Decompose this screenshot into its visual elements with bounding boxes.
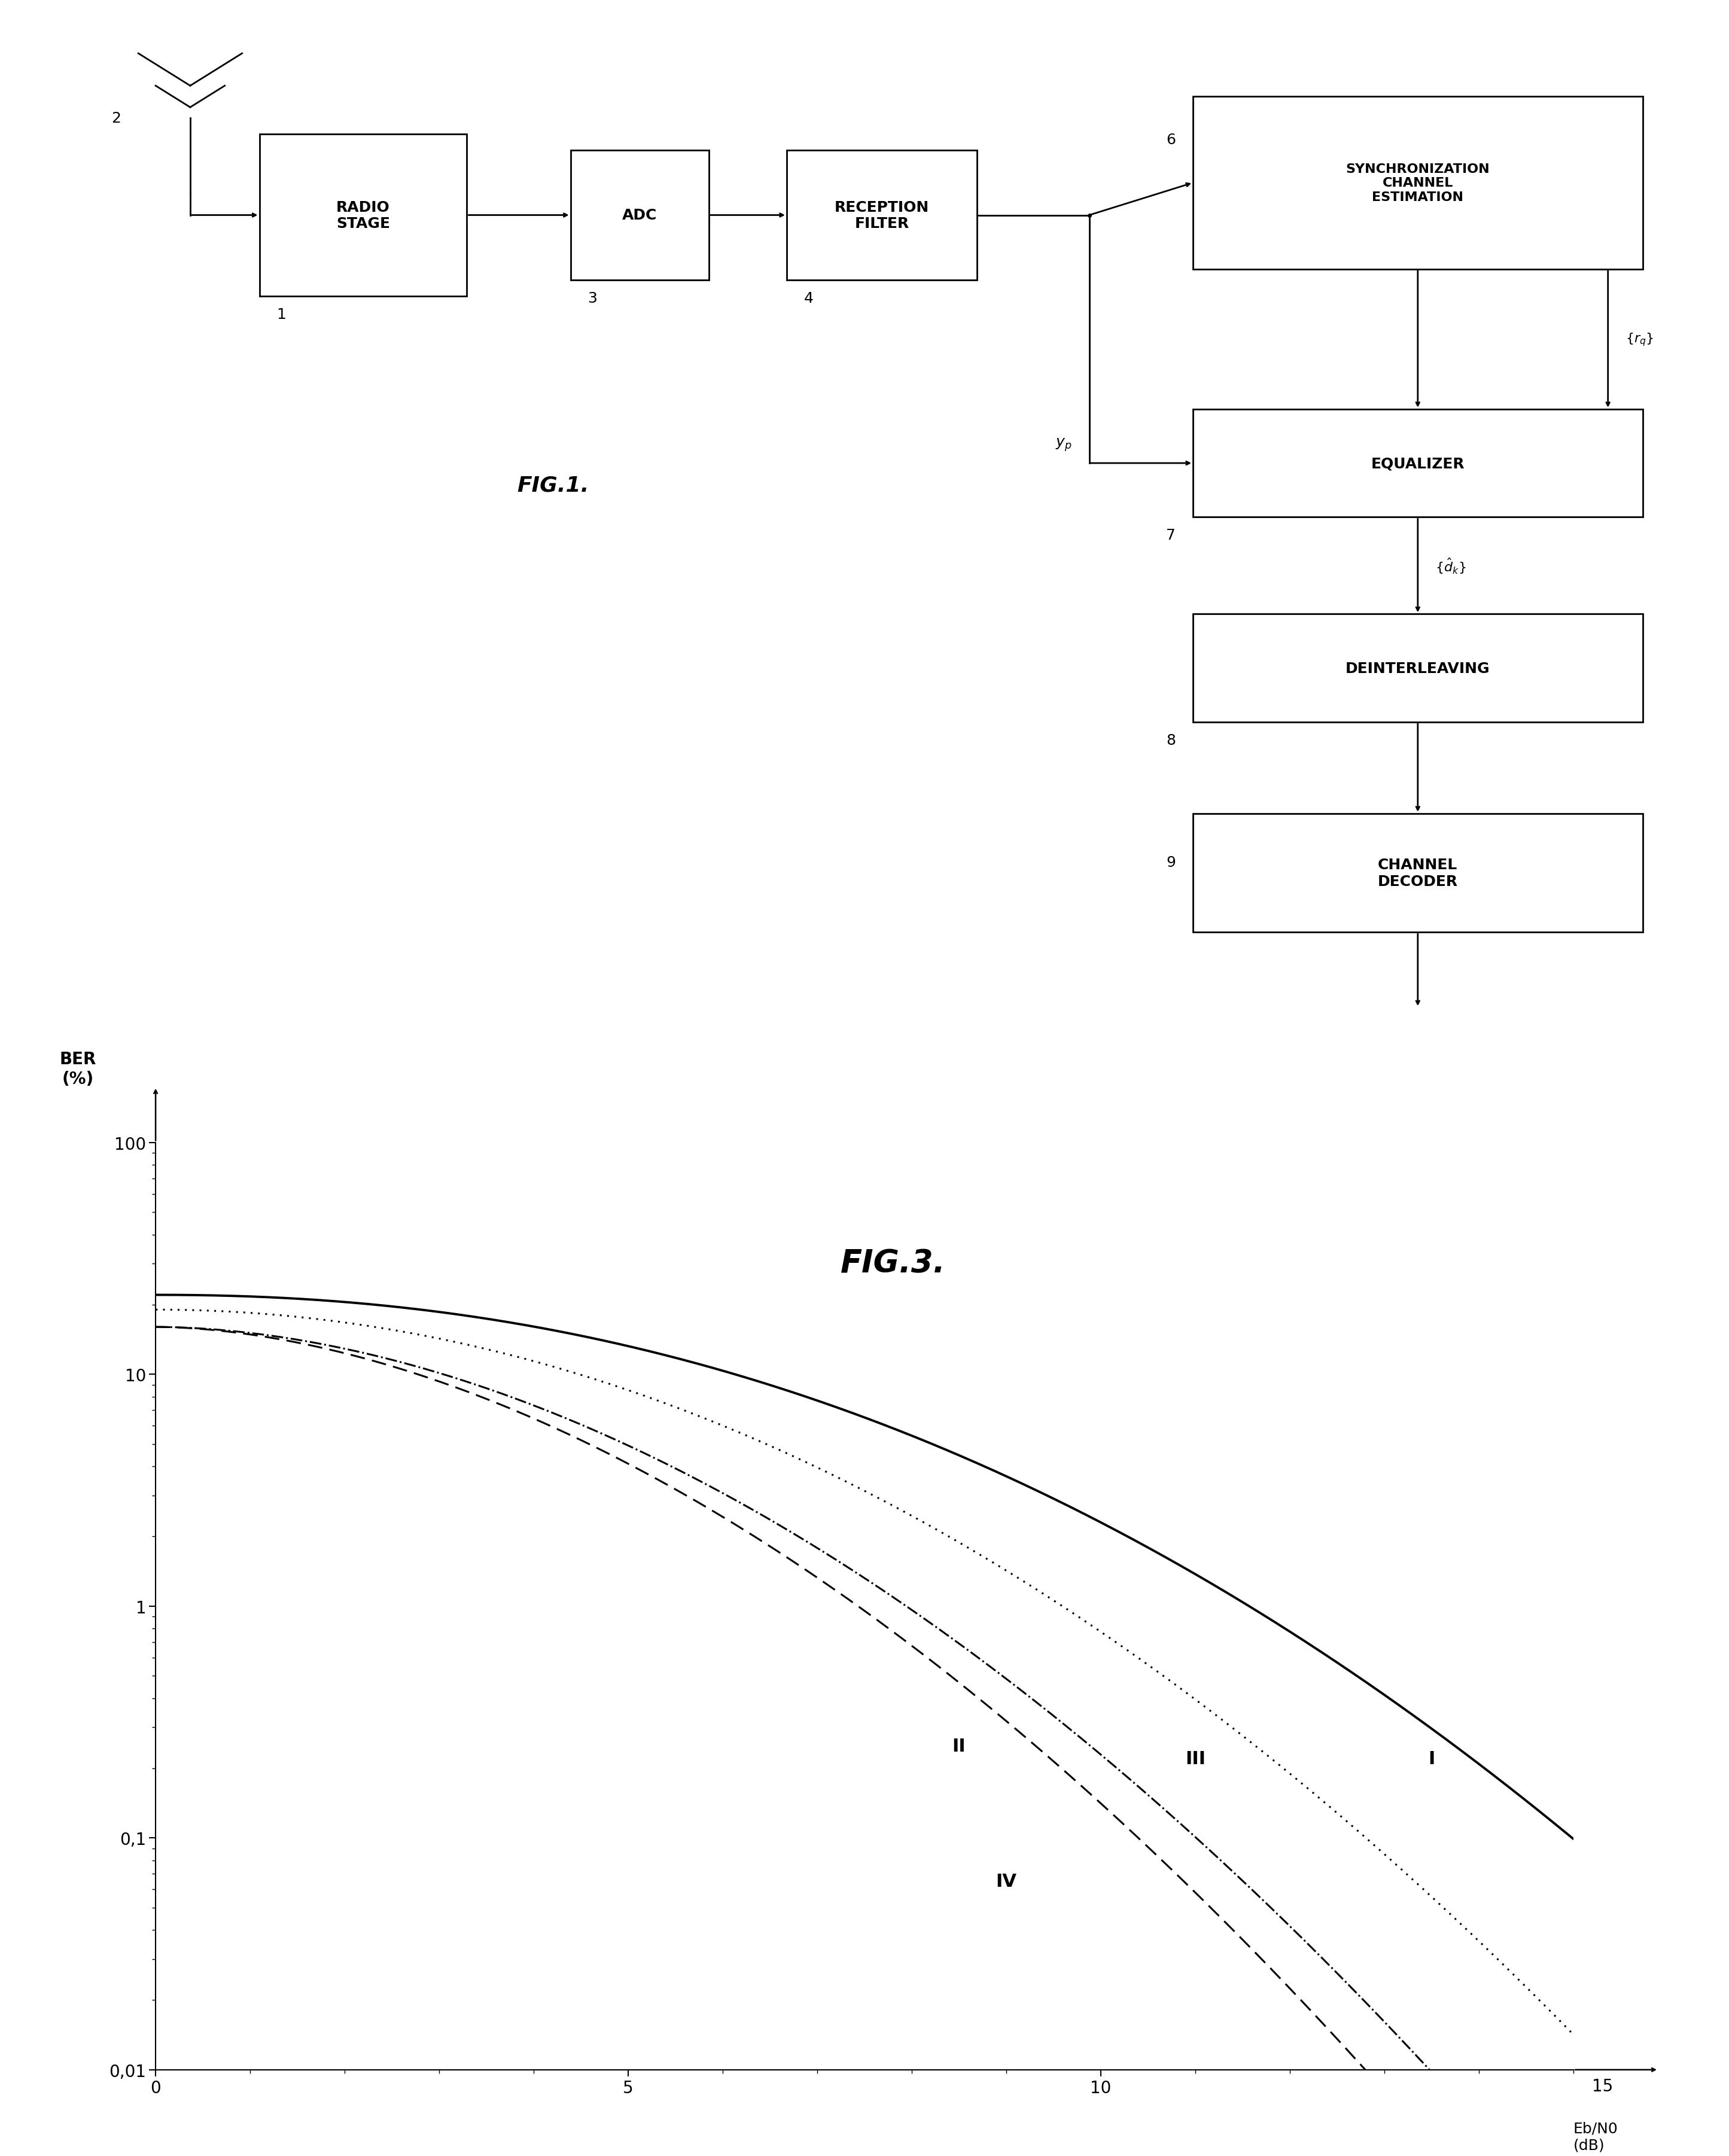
Text: Eb/N0
(dB): Eb/N0 (dB) bbox=[1573, 2122, 1618, 2152]
Text: FIG.3.: FIG.3. bbox=[840, 1248, 946, 1279]
Text: 9: 9 bbox=[1167, 856, 1176, 869]
Text: I: I bbox=[1428, 1751, 1435, 1768]
Text: SYNCHRONIZATION
CHANNEL
ESTIMATION: SYNCHRONIZATION CHANNEL ESTIMATION bbox=[1345, 164, 1490, 203]
Bar bbox=[571, 151, 709, 280]
Text: RADIO
STAGE: RADIO STAGE bbox=[335, 201, 391, 231]
Bar bbox=[1193, 410, 1643, 517]
Text: RECEPTION
FILTER: RECEPTION FILTER bbox=[835, 201, 928, 231]
Text: CHANNEL
DECODER: CHANNEL DECODER bbox=[1378, 858, 1458, 888]
Text: 8: 8 bbox=[1165, 733, 1176, 748]
Text: III: III bbox=[1184, 1751, 1205, 1768]
Bar bbox=[1193, 614, 1643, 722]
Text: BER
(%): BER (%) bbox=[59, 1050, 97, 1087]
Text: 2: 2 bbox=[111, 112, 121, 125]
Bar bbox=[259, 134, 467, 295]
Bar bbox=[1193, 97, 1643, 270]
Bar bbox=[1193, 813, 1643, 931]
Text: ADC: ADC bbox=[622, 209, 657, 222]
Text: EQUALIZER: EQUALIZER bbox=[1371, 457, 1464, 470]
Text: 3: 3 bbox=[588, 291, 597, 306]
Text: FIG.1.: FIG.1. bbox=[517, 474, 590, 496]
Bar bbox=[787, 151, 977, 280]
Text: DEINTERLEAVING: DEINTERLEAVING bbox=[1345, 662, 1490, 675]
Text: 4: 4 bbox=[804, 291, 814, 306]
Text: IV: IV bbox=[996, 1874, 1017, 1891]
Text: $y_p$: $y_p$ bbox=[1055, 438, 1072, 453]
Text: 15: 15 bbox=[1592, 2078, 1613, 2093]
Text: {$r_q$}: {$r_q$} bbox=[1625, 332, 1653, 347]
Text: 1: 1 bbox=[277, 306, 285, 321]
Text: II: II bbox=[953, 1738, 967, 1755]
Text: 6: 6 bbox=[1165, 134, 1176, 147]
Text: {$\hat{d}_k$}: {$\hat{d}_k$} bbox=[1435, 556, 1466, 576]
Text: 7: 7 bbox=[1167, 528, 1176, 543]
